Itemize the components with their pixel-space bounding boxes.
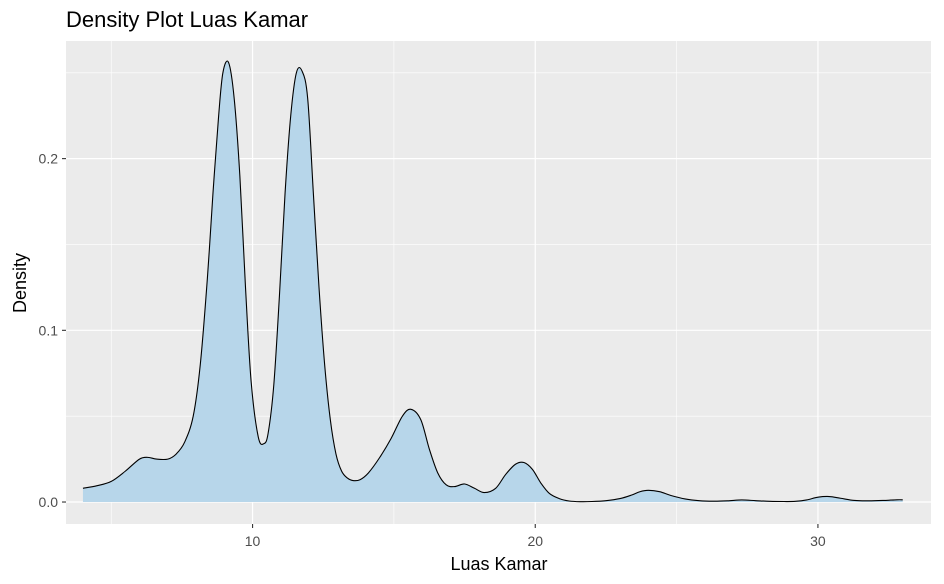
plot-panel bbox=[66, 41, 931, 524]
y-tick-label: 0.2 bbox=[39, 151, 59, 167]
y-tick-label: 0.0 bbox=[39, 494, 59, 510]
y-axis-title: Density bbox=[10, 253, 30, 313]
x-tick-label: 10 bbox=[245, 533, 261, 549]
y-tick-label: 0.1 bbox=[39, 322, 59, 338]
x-axis-title: Luas Kamar bbox=[450, 554, 547, 574]
x-tick-label: 30 bbox=[810, 533, 826, 549]
density-area bbox=[82, 61, 903, 503]
density-line bbox=[82, 60, 903, 503]
chart-title: Density Plot Luas Kamar bbox=[66, 7, 308, 32]
x-tick-label: 20 bbox=[527, 533, 543, 549]
